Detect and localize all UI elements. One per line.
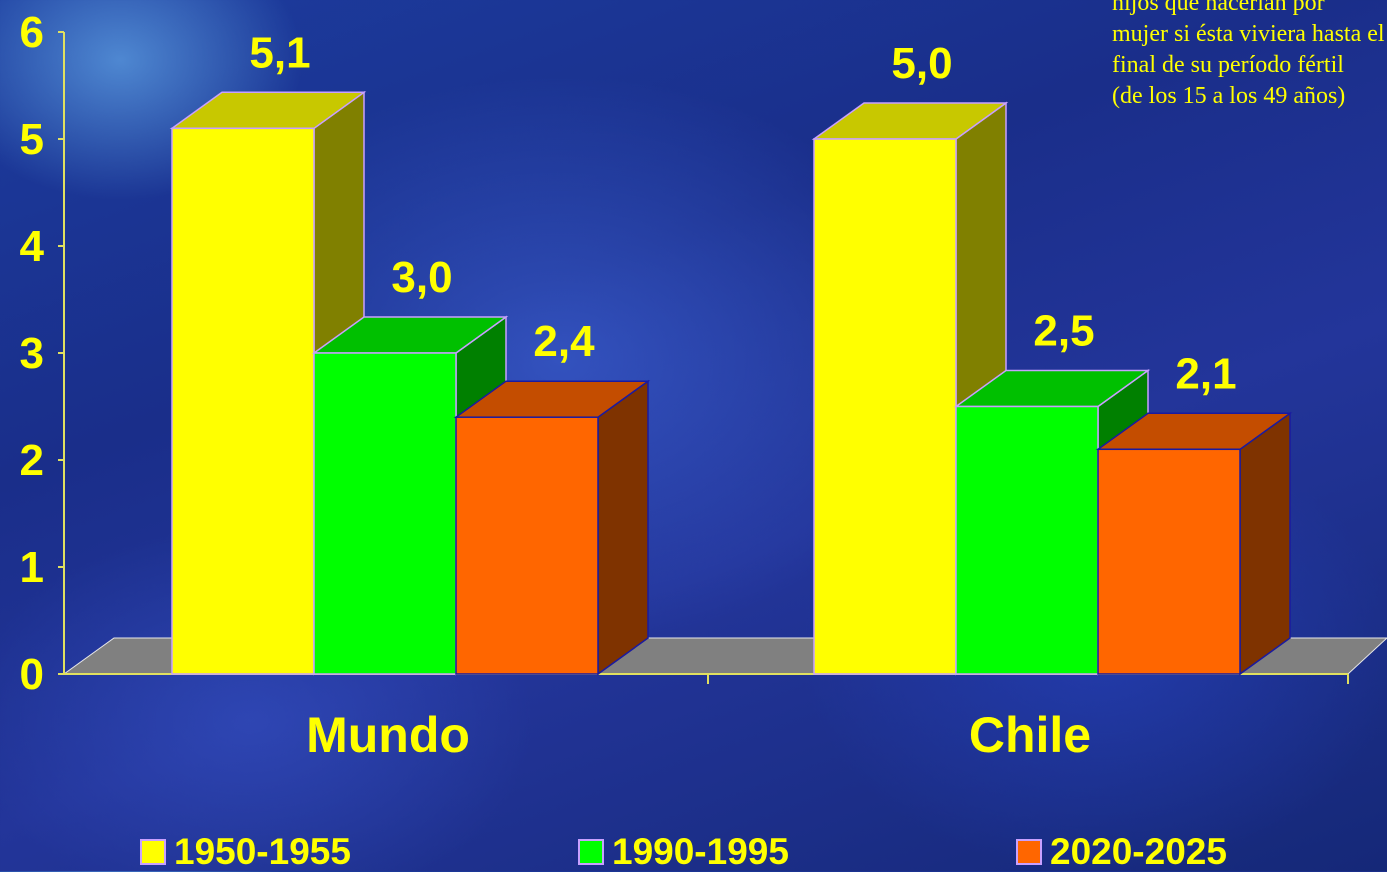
legend-swatch [1016,839,1042,865]
y-tick-label: 4 [20,222,45,271]
bar-value-label: 3,0 [391,253,452,302]
y-tick-label: 6 [20,8,44,57]
y-tick-label: 2 [20,436,44,485]
bar-front-face [171,127,315,675]
legend-label: 1990-1995 [612,831,789,872]
bar-value-label: 2,5 [1033,307,1094,356]
note-line: (de los 15 a los 49 años) [1112,83,1346,109]
bar-value-label: 5,0 [891,39,952,88]
y-tick-label: 1 [20,543,44,592]
note-line: mujer si ésta viviera hasta el [1112,21,1385,47]
bar-front-face [313,352,457,675]
bar-value-label: 5,1 [249,28,310,77]
y-tick-label: 3 [20,329,44,378]
legend-item-2020-2025: 2020-2025 [1016,832,1227,872]
category-label-mundo: Mundo [306,707,470,763]
bar-front-face [455,416,599,675]
legend-item-1990-1995: 1990-1995 [578,832,789,872]
legend-swatch [578,839,604,865]
bar-side-face [1239,411,1291,676]
note-line: hijos que nacerían por [1112,0,1325,16]
bar-front-face [813,138,957,675]
category-label-chile: Chile [969,707,1091,763]
bar-value-label: 2,1 [1175,349,1236,398]
y-tick-label: 0 [20,650,44,699]
legend-label: 1950-1955 [174,831,351,872]
legend-item-1950-1955: 1950-1955 [140,832,351,872]
bar-mundo-2020-2025 [453,379,651,676]
note-line: final de su período fértil [1112,52,1344,78]
chart-legend: 1950-1955 1990-1995 2020-2025 [0,832,1387,872]
y-tick-label: 5 [20,115,44,164]
bar-value-label: 2,4 [533,317,595,366]
bar-side-face [597,379,649,676]
bar-chile-2020-2025 [1095,411,1293,676]
bar-front-face [1097,448,1241,675]
fertility-definition-note: hijos que nacerían por mujer si ésta viv… [1112,0,1387,112]
bar-front-face [955,405,1099,675]
legend-label: 2020-2025 [1050,831,1227,872]
legend-swatch [140,839,166,865]
